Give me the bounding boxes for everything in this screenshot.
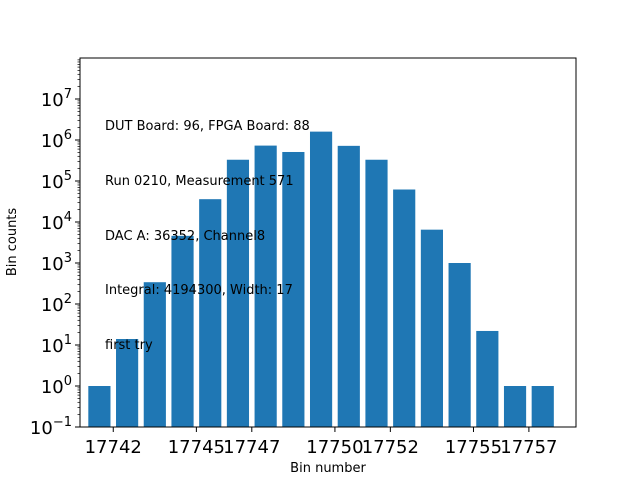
annotation-integral-line: Integral: 4194300, Width: 17 [105, 283, 293, 299]
bar [393, 189, 416, 427]
bar [476, 330, 499, 427]
y-tick-label: 104 [41, 210, 72, 234]
x-tick-label: 17757 [500, 437, 557, 458]
bar [171, 235, 194, 427]
bar [143, 282, 166, 427]
bar [503, 386, 527, 427]
annotation-note-line: first try [105, 337, 153, 353]
bar [199, 199, 222, 427]
x-tick-label: 17742 [85, 437, 142, 458]
plot-frame [79, 57, 577, 428]
y-tick-label: 100 [41, 374, 72, 398]
bar [531, 386, 554, 427]
bar [420, 229, 443, 427]
y-tick-label: 101 [41, 333, 72, 357]
bar [226, 159, 250, 428]
y-tick-label: 107 [41, 87, 72, 111]
annotation-box: DUT Board: 96, FPGA Board: 88 Run 0210, … [105, 82, 310, 373]
x-tick-label: 17745 [168, 437, 225, 458]
y-tick-label: 105 [41, 169, 72, 193]
x-tick-label: 17750 [306, 437, 363, 458]
bar [254, 145, 277, 427]
y-axis-ticks: 10−1 100 101 102 103 104 105 106 107 [30, 59, 80, 439]
bar [88, 386, 111, 427]
bar [282, 151, 305, 428]
bar [116, 339, 139, 427]
y-tick-label: 10−1 [30, 415, 72, 439]
bar [337, 145, 360, 427]
annotation-dac-line: DAC A: 36352, Channel8 [105, 228, 266, 244]
bar [365, 159, 388, 428]
annotation-run-line: Run 0210, Measurement 571 [105, 174, 294, 189]
bar [309, 131, 333, 427]
y-tick-label: 106 [41, 128, 72, 152]
x-axis-label: Bin number [290, 461, 366, 476]
x-tick-label: 17747 [223, 437, 280, 458]
y-tick-label: 103 [41, 251, 72, 275]
x-tick-label: 17752 [362, 437, 419, 458]
y-tick-label: 102 [41, 292, 72, 316]
bars-group [88, 131, 554, 428]
bar [448, 263, 471, 427]
annotation-board-line: DUT Board: 96, FPGA Board: 88 [105, 119, 310, 135]
y-axis-label: Bin counts [5, 208, 20, 277]
x-tick-label: 17755 [445, 437, 502, 458]
